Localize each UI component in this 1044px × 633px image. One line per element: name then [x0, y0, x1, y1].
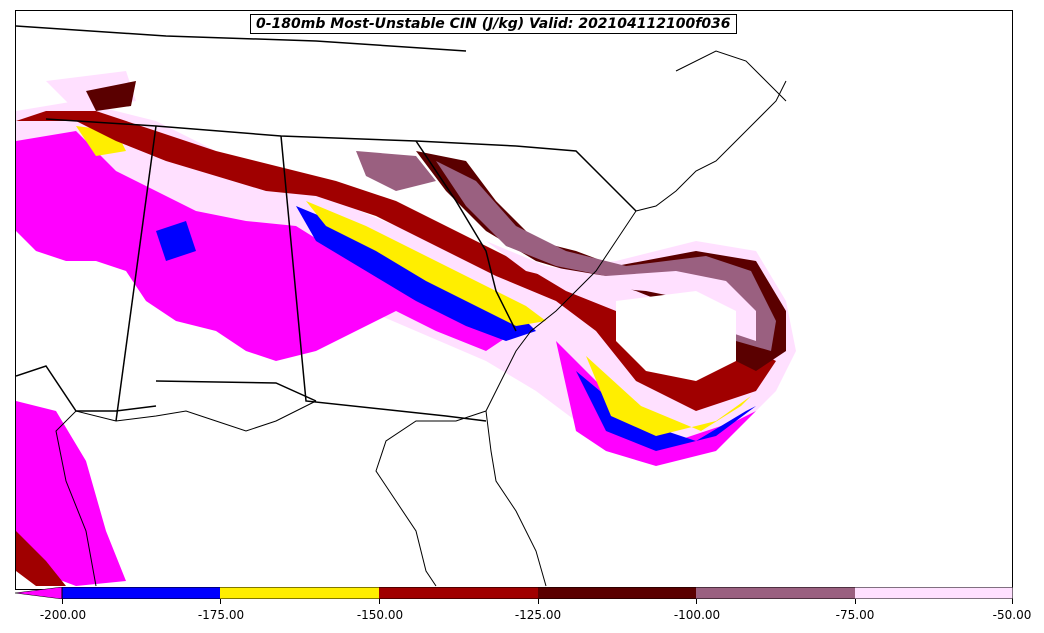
- colorbar-segment-1: [62, 587, 220, 599]
- cin-map: [16, 25, 796, 587]
- colorbar-extend-min: [15, 587, 63, 599]
- colorbar-tick-label: -150.00: [356, 608, 404, 622]
- coastline: [55, 50, 787, 587]
- boundaries: [16, 25, 637, 422]
- colorbar-tick-label: -100.00: [673, 608, 721, 622]
- colorbar-segment-3: [379, 587, 538, 599]
- tick-mark: [1012, 599, 1013, 604]
- tick-mark: [696, 599, 697, 604]
- cin-field-darkred: [16, 111, 776, 586]
- colorbar-outline: [61, 587, 1013, 599]
- colorbar-segment-6: [855, 587, 1013, 599]
- tick-mark: [62, 599, 63, 604]
- colorbar-tick-label: -50.00: [992, 608, 1032, 622]
- colorbar-tick-label: -75.00: [835, 608, 875, 622]
- map-panel: [15, 10, 1013, 590]
- colorbar-segment-2: [220, 587, 379, 599]
- map-title: 0-180mb Most-Unstable CIN (J/kg) Valid: …: [250, 14, 737, 34]
- cin-field-core: [486, 241, 756, 381]
- tick-mark: [220, 599, 221, 604]
- colorbar-segment-5: [696, 587, 855, 599]
- colorbar-segment-4: [538, 587, 696, 599]
- colorbar-tick-label: -200.00: [39, 608, 87, 622]
- colorbar: [15, 587, 1013, 599]
- colorbar-tick-label: -125.00: [514, 608, 562, 622]
- tick-mark: [538, 599, 539, 604]
- tick-mark: [379, 599, 380, 604]
- tick-mark: [855, 599, 856, 604]
- colorbar-tick-label: -175.00: [197, 608, 245, 622]
